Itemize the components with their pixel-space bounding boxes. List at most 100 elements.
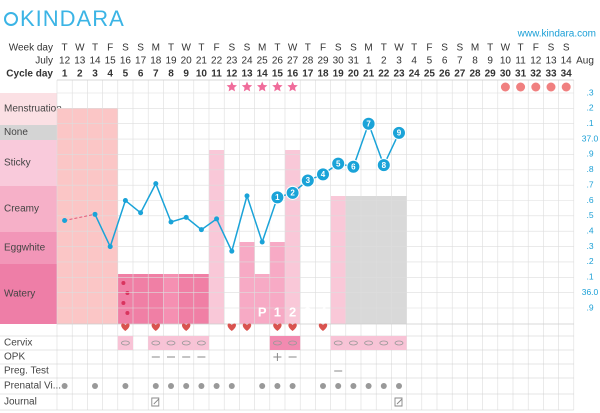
vitamin-dot [92, 383, 98, 389]
peak-label: 2 [289, 304, 296, 319]
cervix-icon [166, 340, 176, 346]
point-label: 6 [351, 162, 356, 171]
fluid-bar [330, 196, 346, 324]
cervix-icon [288, 340, 298, 346]
cervix-cell [330, 336, 346, 350]
temperature-point [229, 248, 235, 254]
temperature-point [285, 185, 300, 200]
date: 7 [457, 56, 463, 67]
weekday: S [335, 43, 342, 54]
weekday: F [426, 43, 432, 54]
cycle-day: 22 [378, 69, 390, 80]
row-label: Cervix [4, 338, 32, 349]
temperature-point [153, 181, 159, 187]
vitamin-dot [228, 383, 235, 389]
date: 15 [105, 56, 117, 67]
vitamin-dot [61, 383, 68, 389]
weekday: T [198, 43, 204, 54]
heart [182, 323, 191, 331]
journal-icon [151, 397, 160, 407]
temperature-point [259, 239, 265, 245]
y-tick-label: .8 [586, 164, 593, 174]
cervix-icon [348, 340, 358, 346]
date: 18 [150, 56, 162, 67]
cycle-day: 20 [348, 69, 360, 80]
temperature-point [198, 227, 204, 233]
peak-label: 1 [274, 304, 281, 319]
fluid-label: Watery [4, 289, 35, 300]
heart [288, 323, 297, 331]
vitamin-dot [380, 383, 387, 389]
fluid-bar [391, 196, 407, 324]
weekday-label: Week day [9, 43, 53, 54]
y-tick-label: .1 [586, 118, 593, 128]
weekday: W [181, 43, 191, 54]
cycle-day: 26 [439, 69, 451, 80]
row-label: Preg. Test [4, 366, 49, 377]
date: 14 [89, 56, 101, 67]
cervix-cell [148, 336, 164, 350]
cycle-day: 30 [500, 69, 512, 80]
cycle-day: 13 [241, 69, 253, 80]
cycle-day: 7 [153, 69, 159, 80]
y-tick-label: 37.0 [582, 133, 599, 143]
cervix-icon [394, 340, 404, 346]
temperature-point [214, 216, 220, 222]
point-label: 5 [336, 159, 341, 168]
row-label: Prenatal Vi... [4, 381, 61, 392]
cervix-icon [151, 340, 161, 346]
heart [151, 323, 160, 331]
cycle-day: 15 [272, 69, 284, 80]
weekday: M [471, 43, 479, 54]
fluid-label: Eggwhite [4, 243, 46, 254]
temperature-point [107, 244, 113, 250]
fluid-bar [345, 196, 361, 324]
fluid-band [0, 125, 57, 140]
fluid-bar [269, 242, 285, 324]
cervix-icon [364, 340, 374, 346]
y-tick-label: .6 [586, 195, 593, 205]
date: 3 [396, 56, 402, 67]
spotting-dot [125, 311, 130, 315]
cervix-icon [333, 340, 343, 346]
temperature-point [122, 198, 128, 203]
spotting-dot [121, 301, 126, 305]
vitamin-dot [350, 383, 357, 389]
date: 11 [515, 56, 526, 67]
point-label: 4 [321, 170, 326, 179]
cycle-day: 19 [333, 69, 345, 80]
predicted-period [531, 82, 541, 92]
date: 29 [317, 56, 329, 67]
cycle-day: 31 [515, 69, 527, 80]
y-tick-label: 36.0 [582, 287, 599, 297]
y-tick-label: .3 [586, 87, 593, 97]
date: 20 [181, 56, 193, 67]
cycle-day: 1 [62, 69, 68, 80]
temperature-point [331, 156, 346, 171]
date: 24 [241, 56, 253, 67]
url[interactable]: www.kindara.com [517, 29, 596, 40]
y-tick-label: .3 [586, 241, 593, 251]
fluid-bar [254, 274, 270, 324]
vitamin-dot [320, 383, 326, 389]
fluid-bar [239, 242, 255, 324]
temperature-point [270, 190, 285, 205]
peak-label: 3 [304, 304, 311, 319]
point-label: 9 [397, 129, 402, 138]
weekday: T [411, 43, 417, 54]
fluid-bar [361, 196, 377, 324]
weekday: F [107, 43, 113, 54]
weekday: T [168, 43, 174, 54]
weekday: M [152, 43, 160, 54]
point-label: 3 [306, 176, 311, 185]
weekday: T [381, 43, 387, 54]
weekday: T [62, 43, 68, 54]
weekday: S [228, 43, 235, 54]
cycle-day: 34 [561, 69, 573, 80]
date: 13 [545, 56, 557, 67]
cycle-day: 18 [317, 69, 329, 80]
weekday: S [563, 43, 570, 54]
fluid-bar [178, 274, 194, 324]
fluid-bar [193, 274, 209, 324]
month-label: July [35, 56, 53, 67]
